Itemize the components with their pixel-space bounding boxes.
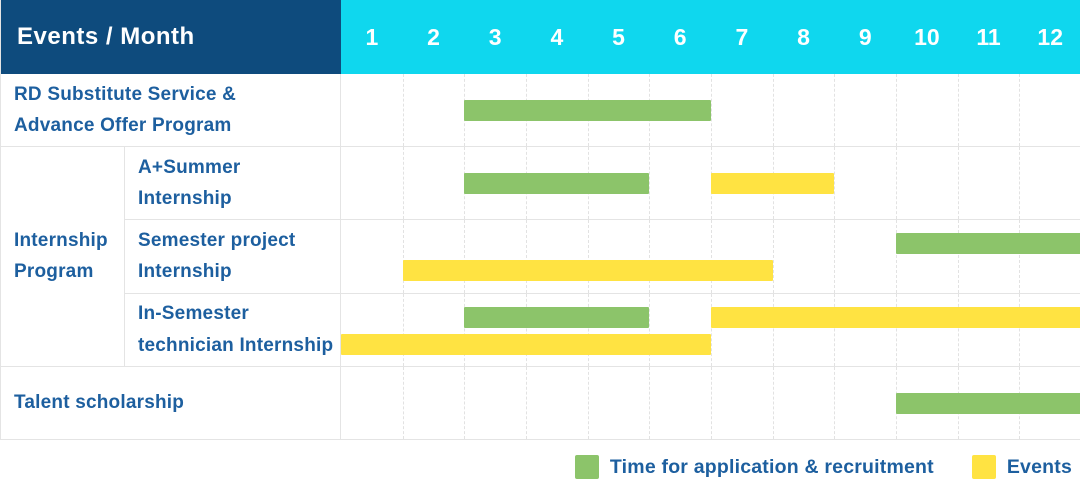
month-gridline — [587, 220, 589, 293]
month-gridline — [402, 366, 404, 439]
month-gridline — [402, 147, 404, 220]
month-gridline — [649, 293, 651, 366]
row-label-text: RD Substitute Service & Advance Offer Pr… — [14, 83, 237, 137]
month-gridline — [526, 293, 527, 366]
legend: Time for application & recruitment Event… — [0, 440, 1080, 494]
legend-label: Events — [1006, 455, 1072, 478]
row-label-in-semester-technician: In-Semester technician Internship — [125, 293, 341, 367]
month-gridline — [957, 293, 959, 366]
recruitment-bar — [464, 100, 711, 121]
gantt-chart-table: Events / Month 1 2 3 4 5 6 7 8 9 10 11 12 RD Substi… — [0, 0, 1080, 440]
month-gridline — [772, 293, 774, 366]
month-gridline — [957, 220, 959, 293]
month-gridline — [896, 220, 897, 293]
month-label: 3 — [488, 23, 502, 50]
month-label: 2 — [427, 23, 440, 50]
row-label-a-plus-summer: A+Summer Internship — [125, 147, 341, 221]
chart-row — [341, 147, 1080, 221]
month-gridline — [1019, 147, 1021, 220]
group-label-text: Internship Program — [14, 230, 108, 283]
table-header-title: Events / Month — [1, 0, 341, 74]
month-gridline — [896, 293, 897, 366]
month-gridline — [834, 147, 836, 220]
month-label: 6 — [673, 23, 687, 50]
month-label: 5 — [612, 23, 625, 50]
month-gridline — [587, 366, 589, 439]
month-gridline — [772, 220, 774, 293]
group-label-internship-program: Internship Program — [1, 147, 125, 367]
month-gridline — [896, 147, 897, 220]
month-gridline — [464, 366, 466, 439]
chart-row — [341, 74, 1080, 148]
month-gridline — [1019, 293, 1021, 366]
month-gridline — [1019, 220, 1021, 293]
month-gridline — [402, 293, 404, 366]
month-gridline — [526, 220, 527, 293]
event-bar — [711, 173, 835, 195]
month-gridline — [587, 293, 589, 366]
recruitment-swatch-icon — [574, 455, 599, 479]
month-gridline — [649, 147, 651, 220]
month-label: 1 — [365, 23, 379, 50]
month-gridline — [649, 220, 651, 293]
row-label-semester-project: Semester project Internship — [125, 220, 341, 294]
month-label: 4 — [550, 23, 564, 50]
month-label: 10 — [914, 23, 940, 50]
month-label: 8 — [797, 23, 810, 50]
month-label: 9 — [858, 23, 872, 50]
event-bar — [711, 306, 1080, 328]
month-gridline — [711, 74, 712, 147]
row-label-text: In-Semester technician Internship — [138, 303, 334, 356]
chart-row — [341, 366, 1080, 440]
month-gridline — [1019, 74, 1021, 147]
month-gridline — [957, 74, 959, 147]
month-gridline — [957, 147, 959, 220]
month-gridline — [649, 366, 651, 439]
row-label-text: A+Summer Internship — [138, 156, 241, 210]
row-label-text: Talent scholarship — [14, 392, 185, 414]
recruitment-bar — [896, 392, 1080, 414]
header-title-text: Events / Month — [17, 23, 195, 50]
recruitment-bar — [464, 306, 650, 328]
month-gridline — [464, 293, 466, 366]
month-gridline — [402, 74, 404, 147]
month-label: 12 — [1037, 23, 1064, 50]
month-gridline — [834, 293, 836, 366]
month-gridline — [711, 366, 712, 439]
recruitment-bar — [896, 233, 1080, 255]
month-gridline — [464, 220, 466, 293]
event-bar — [402, 260, 773, 282]
recruitment-bar — [464, 173, 650, 195]
month-gridline — [526, 366, 527, 439]
month-header-row: 1 2 3 4 5 6 7 8 9 10 11 12 — [341, 0, 1080, 74]
month-gridline — [896, 74, 897, 147]
month-gridline — [834, 366, 836, 439]
legend-item-recruitment: Time for application & recruitment — [574, 455, 934, 479]
month-gridline — [772, 366, 774, 439]
month-gridline — [402, 220, 404, 293]
month-gridline — [834, 74, 836, 147]
legend-label: Time for application & recruitment — [609, 455, 934, 478]
legend-item-events: Events — [971, 455, 1072, 479]
row-label-rd-substitute: RD Substitute Service & Advance Offer Pr… — [1, 74, 341, 148]
event-bar — [341, 333, 711, 355]
month-gridline — [711, 220, 712, 293]
chart-row — [341, 220, 1080, 294]
month-label: 7 — [735, 23, 749, 50]
month-gridline — [772, 74, 774, 147]
chart-row — [341, 293, 1080, 367]
month-gridline — [834, 220, 836, 293]
row-label-talent-scholarship: Talent scholarship — [1, 366, 341, 440]
month-gridline — [711, 293, 712, 366]
month-label: 11 — [976, 23, 1001, 50]
event-swatch-icon — [971, 455, 996, 479]
row-label-text: Semester project Internship — [138, 230, 296, 283]
